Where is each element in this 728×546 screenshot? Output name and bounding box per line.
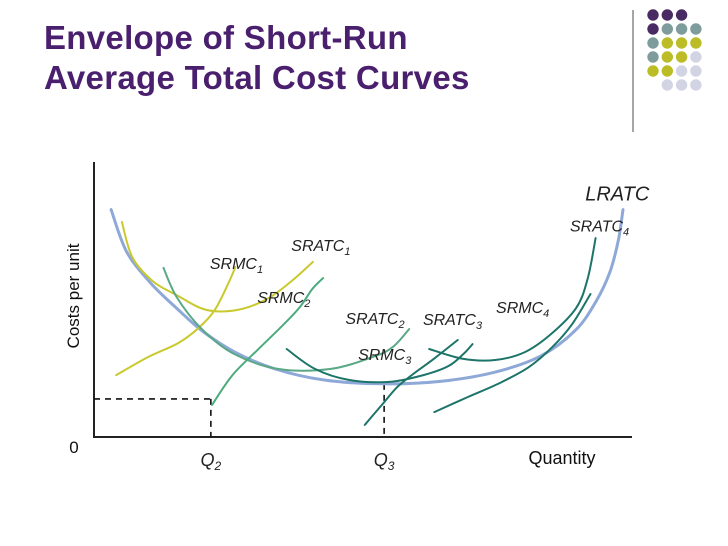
label-sratc3: SRATC3 (423, 312, 483, 332)
origin-label: 0 (69, 438, 78, 457)
decor-dot (647, 51, 659, 63)
decor-dot (661, 79, 673, 91)
decor-dot (647, 23, 659, 35)
decor-dot (690, 65, 702, 77)
decor-dot (661, 65, 673, 77)
curve-sratc4 (428, 237, 597, 362)
label-srmc1: SRMC1 (210, 256, 263, 276)
x-tick-q2: Q2 (200, 450, 221, 473)
decor-dot (661, 9, 673, 21)
decor-dot (675, 37, 688, 49)
decor-dot (661, 23, 673, 35)
decor-dot (675, 51, 688, 63)
label-srmc4: SRMC4 (496, 300, 549, 320)
label-sratc1: SRATC1 (291, 238, 350, 258)
curve-srmc2 (211, 277, 325, 406)
label-sratc2: SRATC2 (345, 311, 404, 331)
decor-dot (647, 65, 659, 77)
slide-title-line2: Average Total Cost Curves (44, 59, 470, 96)
curve-srmc1 (115, 266, 237, 377)
decor-dot (690, 79, 702, 91)
dashed-guides (94, 383, 385, 437)
decor-dot (661, 51, 673, 63)
curve-sratc2 (162, 266, 411, 372)
x-tick-q3: Q3 (374, 450, 395, 473)
label-srmc3: SRMC3 (358, 347, 412, 367)
decor-dot (675, 9, 688, 21)
decor-dot (647, 9, 659, 21)
decor-dot (647, 37, 659, 49)
x-axis-label: Quantity (528, 448, 595, 468)
curve-sratc1 (120, 220, 314, 313)
decor-dot (661, 37, 673, 49)
x-tick-labels: Q2 Q3 (200, 450, 394, 473)
chart-axes (93, 162, 632, 438)
curve-lratc (109, 208, 625, 386)
curve-labels: LRATC SRATC4 SRATC1 SRMC1 SRMC2 SRATC2 SRATC3 S… (210, 184, 650, 367)
curve-srmc3 (363, 339, 459, 426)
y-axis-label: Costs per unit (64, 243, 83, 348)
decor-dot (690, 37, 702, 49)
curves (109, 208, 625, 426)
decor-dot (675, 79, 688, 91)
label-lratc: LRATC (585, 184, 650, 206)
label-srmc2: SRMC2 (257, 290, 310, 310)
slide-title: Envelope of Short-Run Average Total Cost… (44, 18, 604, 98)
curve-srmc4 (433, 293, 592, 414)
slide-title-line1: Envelope of Short-Run (44, 19, 408, 56)
label-sratc4: SRATC4 (570, 219, 629, 239)
decor-dot (690, 23, 702, 35)
decor-dot (675, 65, 688, 77)
decor-dot (690, 51, 702, 63)
decor-dot (675, 23, 688, 35)
